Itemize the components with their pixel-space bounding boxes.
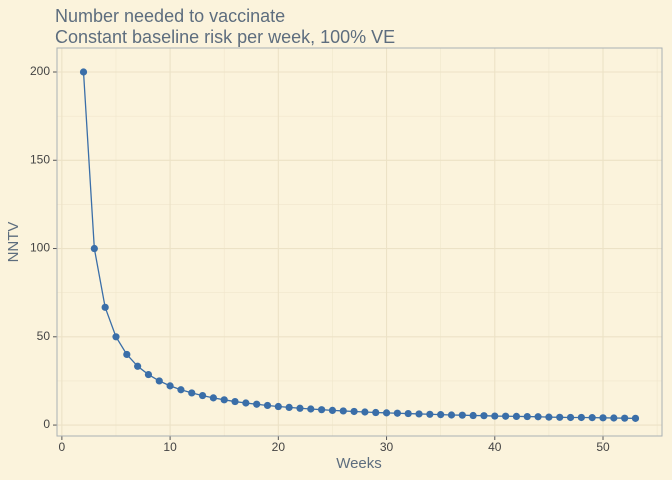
data-point bbox=[350, 407, 358, 416]
data-point bbox=[166, 382, 174, 390]
data-point bbox=[631, 414, 640, 422]
data-point bbox=[112, 333, 120, 341]
x-tick-label: 20 bbox=[272, 440, 286, 454]
data-point bbox=[469, 411, 477, 420]
data-point bbox=[361, 408, 369, 416]
data-point bbox=[188, 389, 196, 397]
x-tick-label: 40 bbox=[488, 440, 502, 454]
data-point bbox=[447, 411, 456, 419]
chart-title: Number needed to vaccinate bbox=[55, 6, 285, 26]
data-point bbox=[372, 408, 380, 417]
data-point bbox=[144, 370, 153, 379]
y-tick-label: 200 bbox=[30, 64, 50, 78]
data-point bbox=[90, 244, 98, 253]
data-point bbox=[566, 413, 575, 422]
data-point bbox=[512, 412, 521, 421]
x-axis-label: Weeks bbox=[336, 455, 382, 472]
plot-panel bbox=[57, 48, 662, 436]
data-point bbox=[285, 403, 293, 412]
data-point bbox=[209, 394, 217, 402]
data-point bbox=[101, 303, 109, 311]
chart-subtitle: Constant baseline risk per week, 100% VE bbox=[55, 27, 395, 47]
x-tick-label: 10 bbox=[163, 440, 177, 454]
data-point bbox=[123, 350, 131, 359]
data-point bbox=[610, 414, 618, 422]
data-point bbox=[480, 412, 488, 420]
data-point bbox=[177, 386, 185, 394]
data-point bbox=[382, 409, 391, 417]
data-point bbox=[318, 406, 326, 414]
data-point bbox=[220, 396, 228, 404]
data-point bbox=[415, 410, 423, 418]
data-point bbox=[491, 412, 499, 420]
data-point bbox=[599, 414, 607, 422]
data-point bbox=[263, 401, 272, 410]
data-point bbox=[242, 399, 250, 407]
data-point bbox=[545, 413, 553, 421]
data-point bbox=[339, 407, 347, 415]
data-point bbox=[79, 68, 88, 76]
x-tick-label: 50 bbox=[596, 440, 610, 454]
y-tick-label: 150 bbox=[30, 152, 50, 166]
data-point bbox=[404, 409, 412, 418]
data-point bbox=[458, 411, 466, 419]
data-point bbox=[588, 414, 596, 422]
data-point bbox=[155, 377, 163, 385]
x-tick-label: 0 bbox=[59, 440, 66, 454]
data-point bbox=[198, 391, 207, 400]
data-point bbox=[523, 412, 531, 421]
data-point bbox=[253, 400, 261, 408]
data-point bbox=[426, 410, 434, 418]
data-point bbox=[393, 409, 401, 417]
data-point bbox=[621, 414, 629, 422]
y-tick-label: 100 bbox=[30, 241, 50, 255]
data-point bbox=[328, 406, 337, 415]
data-point bbox=[437, 411, 445, 419]
data-point bbox=[134, 362, 142, 370]
x-tick-label: 30 bbox=[380, 440, 394, 454]
y-axis-label: NNTV bbox=[5, 222, 22, 263]
data-point bbox=[556, 413, 564, 421]
data-point bbox=[231, 397, 239, 406]
data-point bbox=[274, 402, 282, 411]
data-point bbox=[296, 404, 304, 412]
data-point bbox=[577, 413, 585, 422]
y-tick-label: 50 bbox=[37, 329, 51, 343]
data-point bbox=[307, 405, 315, 413]
series-line bbox=[82, 71, 636, 419]
panel-border bbox=[56, 47, 663, 437]
data-point bbox=[534, 413, 542, 421]
y-tick-label: 0 bbox=[43, 417, 50, 431]
data-point bbox=[502, 412, 510, 420]
